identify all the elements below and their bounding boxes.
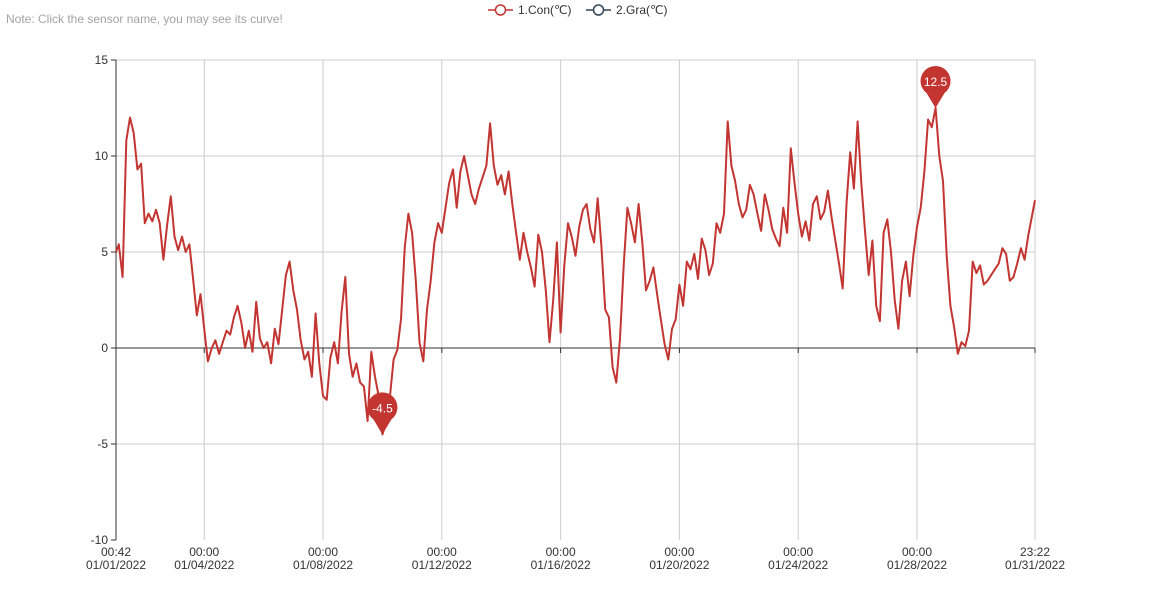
pin-shape xyxy=(367,392,398,435)
x-tick-date: 01/01/2022 xyxy=(86,558,146,572)
x-tick-time: 00:00 xyxy=(783,545,813,559)
legend-swatch-circle xyxy=(494,4,507,16)
y-tick-label: -10 xyxy=(91,533,109,547)
axes xyxy=(111,59,1036,541)
y-tick-label: -5 xyxy=(97,437,108,451)
legend-item-1[interactable]: 1.Con(℃) xyxy=(488,3,572,17)
x-tick-label: 00:00 01/28/2022 xyxy=(887,545,947,572)
x-tick-time: 00:00 xyxy=(427,545,457,559)
max-value-pin: 12.5 xyxy=(920,66,951,108)
x-tick-label: 00:00 01/08/2022 xyxy=(293,545,353,572)
series-line-1 xyxy=(115,107,1036,436)
x-tick-date: 01/31/2022 xyxy=(1005,558,1065,572)
legend: 1.Con(℃) 2.Gra(℃) xyxy=(488,3,667,17)
x-tick-time: 00:00 xyxy=(189,545,219,559)
x-tick-time: 00:00 xyxy=(308,545,338,559)
x-tick-label: 00:00 01/20/2022 xyxy=(649,545,709,572)
x-tick-label: 00:00 01/24/2022 xyxy=(768,545,828,572)
x-tick-label: 00:00 01/12/2022 xyxy=(412,545,472,572)
grid-lines xyxy=(115,59,1036,540)
x-tick-date: 01/08/2022 xyxy=(293,558,353,572)
marker-pins: 12.5 -4.5 xyxy=(367,66,951,435)
y-axis-tick-labels: -10 -5 0 5 10 15 xyxy=(91,53,109,547)
pin-label: 12.5 xyxy=(924,75,948,89)
x-tick-date: 01/12/2022 xyxy=(412,558,472,572)
min-value-pin: -4.5 xyxy=(367,392,398,435)
x-tick-time: 00:00 xyxy=(902,545,932,559)
x-tick-label: 00:42 01/01/2022 xyxy=(86,545,146,572)
x-tick-date: 01/16/2022 xyxy=(531,558,591,572)
pin-shape xyxy=(920,66,951,108)
y-tick-label: 10 xyxy=(95,149,109,163)
legend-label: 1.Con(℃) xyxy=(518,3,572,17)
legend-label: 2.Gra(℃) xyxy=(616,3,667,17)
x-tick-date: 01/20/2022 xyxy=(649,558,709,572)
x-tick-date: 01/28/2022 xyxy=(887,558,947,572)
y-tick-label: 5 xyxy=(101,245,108,259)
x-tick-time: 00:00 xyxy=(546,545,576,559)
pin-label: -4.5 xyxy=(372,401,393,415)
x-tick-time: 00:42 xyxy=(101,545,131,559)
x-tick-date: 01/04/2022 xyxy=(174,558,234,572)
hint-note: Note: Click the sensor name, you may see… xyxy=(6,12,283,26)
legend-item-2[interactable]: 2.Gra(℃) xyxy=(586,3,667,17)
y-tick-label: 0 xyxy=(101,341,108,355)
series-group xyxy=(115,107,1036,436)
legend-swatch-circle xyxy=(592,4,605,16)
y-tick-label: 15 xyxy=(95,53,109,67)
x-tick-time: 00:00 xyxy=(664,545,694,559)
x-tick-time: 23:22 xyxy=(1020,545,1050,559)
x-tick-label: 23:22 01/31/2022 xyxy=(1005,545,1065,572)
x-tick-label: 00:00 01/16/2022 xyxy=(531,545,591,572)
x-tick-date: 01/24/2022 xyxy=(768,558,828,572)
x-tick-label: 00:00 01/04/2022 xyxy=(174,545,234,572)
